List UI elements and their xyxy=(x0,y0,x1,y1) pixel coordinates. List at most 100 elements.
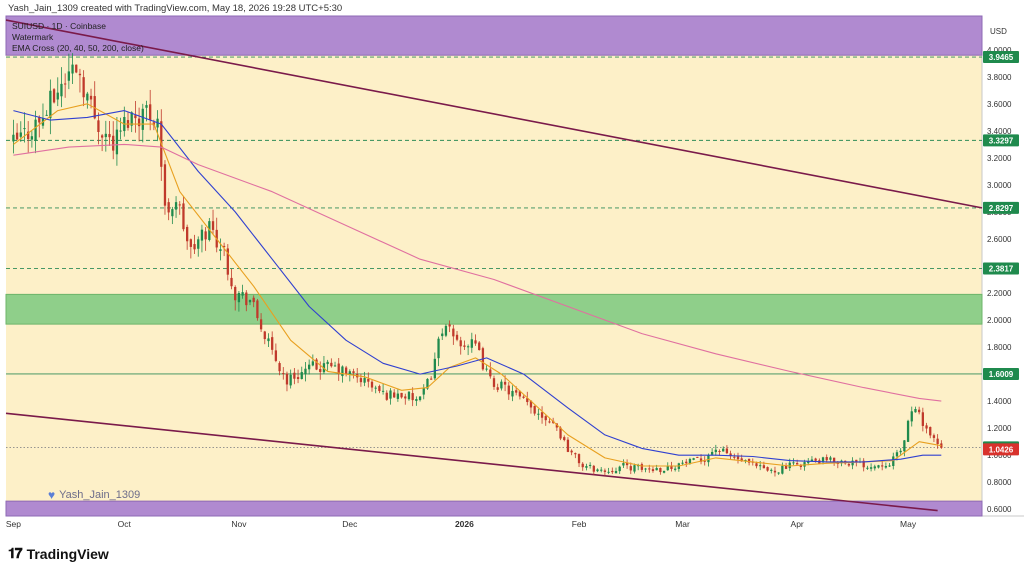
candle-body xyxy=(714,449,717,453)
candle-body xyxy=(670,465,673,469)
candle-body xyxy=(873,466,876,469)
candle-body xyxy=(407,391,411,400)
candle-body xyxy=(696,456,699,458)
channel-lower-line xyxy=(5,412,938,512)
ema-line-1 xyxy=(13,103,942,467)
candle-body xyxy=(237,292,241,303)
candle-body xyxy=(271,337,274,350)
price-tick-label: 1.8000 xyxy=(987,343,1012,352)
candle-body xyxy=(145,105,148,108)
candle-body xyxy=(248,300,252,303)
level-price-tag-bg xyxy=(983,367,1019,380)
candle-body xyxy=(78,73,82,76)
candle-body xyxy=(725,448,729,454)
candle-body xyxy=(359,378,363,383)
candle-body xyxy=(389,390,392,399)
candle-body xyxy=(470,339,473,348)
candle-body xyxy=(241,292,244,296)
candle-body xyxy=(15,132,19,140)
candle-body xyxy=(300,372,303,380)
candle-body xyxy=(796,462,799,465)
level-price-tag: 3.9465 xyxy=(989,53,1014,62)
time-tick-label: Nov xyxy=(231,519,247,529)
price-tick-label: 3.4000 xyxy=(987,127,1012,136)
candle-body xyxy=(814,458,817,461)
tradingview-brand[interactable]: 𝟏𝟕 TradingView xyxy=(8,545,109,562)
candle-body xyxy=(729,453,732,457)
candle-body xyxy=(581,463,584,468)
candle-body xyxy=(267,338,270,342)
candle-body xyxy=(906,420,910,442)
candle-body xyxy=(570,450,573,453)
candle-body xyxy=(533,406,536,414)
candle-body xyxy=(82,77,85,98)
candle-body xyxy=(326,361,329,365)
candle-body xyxy=(777,472,780,474)
candle-body xyxy=(832,457,836,463)
candle-body xyxy=(588,464,592,466)
chart-creator-line: Yash_Jain_1309 created with TradingView.… xyxy=(8,3,343,14)
price-tick-label: 1.2000 xyxy=(987,424,1012,433)
candle-body xyxy=(167,202,170,213)
candle-body xyxy=(234,286,237,301)
candle-body xyxy=(430,378,433,380)
candle-body xyxy=(733,456,736,458)
candle-body xyxy=(200,229,204,241)
candle-body xyxy=(618,466,621,472)
indicator-legend[interactable]: EMA Cross (20, 40, 50, 200, close) xyxy=(12,43,144,53)
candle-body xyxy=(640,464,644,470)
candle-body xyxy=(544,416,547,421)
candle-body xyxy=(485,368,488,370)
ema-line-3 xyxy=(13,143,942,402)
price-tick-label: 1.4000 xyxy=(987,397,1012,406)
candle-body xyxy=(433,358,436,379)
candle-body xyxy=(311,361,314,366)
symbol-legend[interactable]: SUIUSD · 1D · Coinbase xyxy=(12,21,107,31)
price-tick-label: 4.0000 xyxy=(987,46,1012,55)
candle-body xyxy=(23,128,26,130)
currency-label: USD xyxy=(990,27,1007,36)
candle-body xyxy=(163,164,167,206)
candle-body xyxy=(869,467,873,469)
time-tick-label: Apr xyxy=(791,519,804,529)
candle-body xyxy=(681,462,684,464)
current-price-tag: 1.0426 xyxy=(989,445,1014,454)
watermark-legend[interactable]: Watermark xyxy=(12,32,54,42)
price-tick-label: 3.8000 xyxy=(987,73,1012,82)
candle-body xyxy=(940,443,943,448)
candle-body xyxy=(426,378,429,389)
time-tick-label: May xyxy=(900,519,917,529)
level-price-tag-bg xyxy=(983,51,1019,64)
candle-body xyxy=(411,393,414,401)
candle-body xyxy=(422,388,425,395)
candle-body xyxy=(304,368,307,375)
candle-body xyxy=(230,277,233,287)
candle-body xyxy=(319,368,322,372)
candle-body xyxy=(862,460,865,468)
candle-body xyxy=(685,461,688,464)
candle-body xyxy=(396,393,400,399)
candle-body xyxy=(149,104,152,120)
candle-body xyxy=(496,387,499,390)
candle-body xyxy=(52,89,56,103)
candle-body xyxy=(226,248,229,275)
candle-body xyxy=(692,458,695,460)
candle-body xyxy=(910,411,913,422)
candle-body xyxy=(526,398,529,403)
candle-body xyxy=(400,392,403,398)
candle-body xyxy=(337,363,340,374)
candle-body xyxy=(182,203,185,230)
candle-body xyxy=(444,325,448,336)
candle-body xyxy=(75,64,78,73)
demand-zone xyxy=(5,500,983,517)
time-tick-label: Feb xyxy=(572,519,587,529)
candle-body xyxy=(30,136,34,140)
candle-body xyxy=(655,467,658,471)
candle-body xyxy=(208,221,211,240)
candle-body xyxy=(330,362,333,367)
candle-body xyxy=(219,249,222,252)
time-tick-label: Dec xyxy=(342,519,358,529)
time-tick-label: Oct xyxy=(118,519,132,529)
channel-upper-line xyxy=(5,19,983,209)
